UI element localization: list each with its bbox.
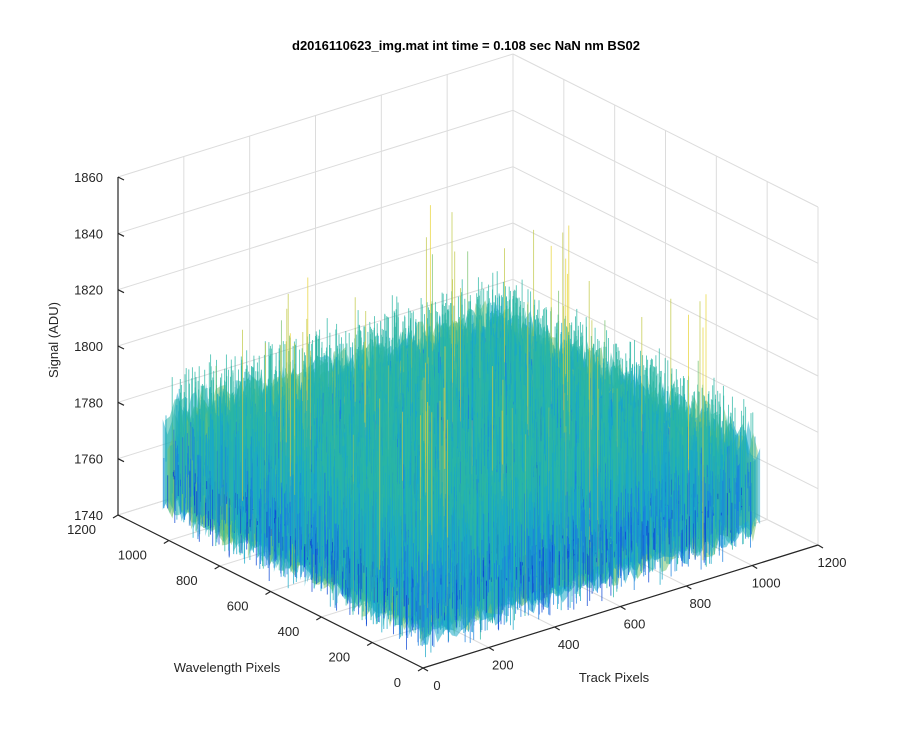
sidewall-gridline-z: [512, 109, 819, 264]
backwall-gridline-z: [117, 166, 514, 291]
sidewall-gridline-z: [512, 53, 819, 208]
backwall-gridline-z: [117, 53, 514, 178]
sidewall-gridline-z: [512, 278, 819, 433]
backwall-gridline-z: [117, 109, 514, 234]
backwall-gridline-z: [117, 222, 514, 347]
chart-title: d2016110623_img.mat int time = 0.108 sec…: [292, 38, 640, 53]
sidewall-gridline-z: [512, 166, 819, 321]
surface: [162, 205, 761, 658]
sidewall-gridline-z: [512, 222, 819, 377]
